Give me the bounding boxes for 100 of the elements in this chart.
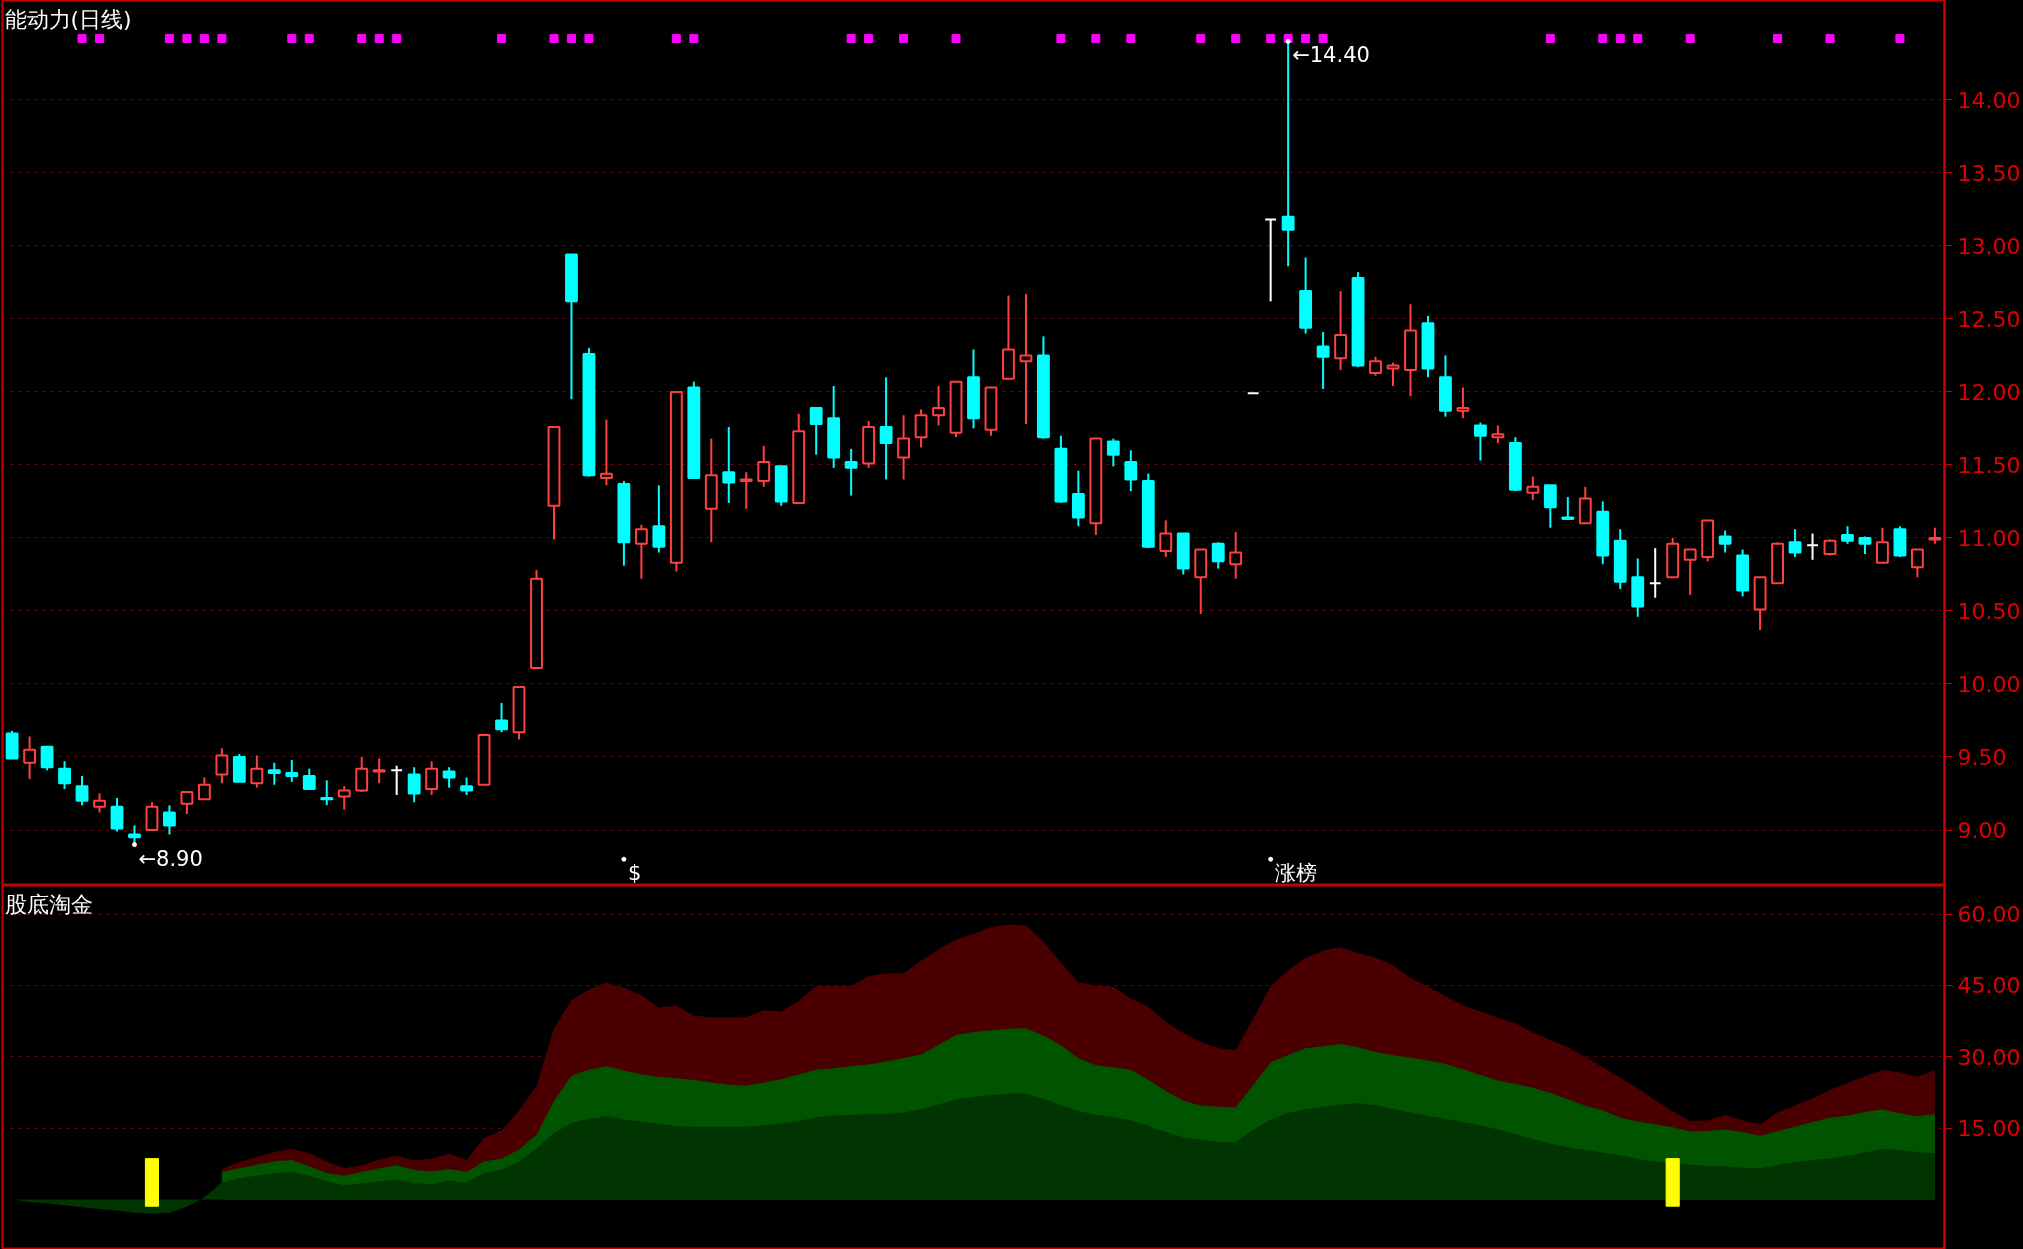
candlestick [1159, 519, 1173, 558]
point [1126, 33, 1136, 43]
data-label: $ [627, 861, 642, 886]
candlestick [652, 484, 666, 554]
candlestick [302, 767, 316, 791]
point [1545, 33, 1555, 43]
candlestick [128, 824, 141, 846]
y-tick-label: 13.50 [1957, 160, 2021, 186]
chart-title: 股底淘金 [4, 891, 93, 917]
point [1598, 33, 1608, 43]
point [95, 33, 105, 43]
candlestick [1683, 548, 1697, 596]
point [1633, 33, 1643, 43]
point [1196, 33, 1206, 43]
point [864, 33, 874, 43]
y-tick-label: 13.00 [1957, 233, 2021, 259]
point [1301, 33, 1311, 43]
point [1056, 33, 1066, 43]
candlestick [1386, 361, 1400, 388]
point [287, 33, 297, 43]
candlestick [197, 776, 211, 801]
point [1773, 33, 1783, 43]
point [671, 33, 681, 43]
y-tick-label: 12.50 [1957, 306, 2021, 332]
candlestick [495, 701, 508, 734]
point [1091, 33, 1101, 43]
point [584, 33, 594, 43]
y-tick-label: 10.50 [1957, 598, 2021, 624]
candlestick [600, 418, 613, 487]
candlestick [1473, 421, 1487, 462]
point [1825, 33, 1835, 43]
candlestick [1316, 331, 1330, 390]
candlestick [1543, 484, 1557, 529]
candlestick [1648, 547, 1662, 599]
candlestick [23, 735, 37, 780]
point [131, 842, 137, 848]
point [1318, 33, 1328, 43]
candlestick [1229, 531, 1243, 580]
candlestick [372, 757, 386, 785]
point [549, 33, 559, 43]
candlestick [757, 444, 771, 488]
candlestick [163, 804, 176, 836]
point [621, 856, 627, 862]
candlestick [267, 761, 281, 786]
candlestick [1526, 475, 1540, 501]
candlestick [180, 791, 194, 815]
candlestick [1124, 449, 1138, 493]
data-label: ←14.40 [1292, 43, 1370, 68]
candlestick [215, 747, 229, 785]
point [1615, 33, 1625, 43]
y-tick-label: 11.50 [1957, 452, 2021, 478]
point [374, 33, 384, 43]
point [1268, 856, 1274, 862]
candlestick [879, 376, 893, 481]
y-tick-label: 45.00 [1957, 973, 2021, 999]
candlestick [93, 792, 106, 814]
point [1266, 33, 1276, 43]
candlestick [425, 760, 439, 796]
candlestick [250, 754, 264, 789]
candlestick [1019, 293, 1033, 426]
point [164, 33, 174, 43]
candlestick [75, 774, 89, 807]
candlestick [442, 766, 456, 789]
candlestick [1334, 290, 1347, 371]
candlestick [739, 471, 753, 510]
candlestick [1806, 532, 1819, 561]
candlestick [914, 408, 928, 449]
point [217, 33, 227, 43]
y-tick-label: 15.00 [1957, 1116, 2021, 1142]
point [951, 33, 961, 43]
candlestick [337, 785, 351, 811]
point [689, 33, 699, 43]
candlestick [1456, 386, 1470, 420]
candlestick [1788, 528, 1802, 558]
point [392, 33, 402, 43]
candlestick [1211, 541, 1225, 570]
point [1685, 33, 1695, 43]
y-tick-label: 10.00 [1957, 671, 2021, 697]
candlestick [634, 523, 648, 580]
candlestick [809, 406, 823, 456]
data-label: ←8.90 [138, 846, 203, 871]
y-tick-label: 30.00 [1957, 1044, 2021, 1070]
point [899, 33, 909, 43]
point [846, 33, 856, 43]
y-tick-label: 9.50 [1957, 744, 2007, 770]
data-label: 涨榜 [1274, 861, 1317, 886]
point [357, 33, 367, 43]
candlestick [932, 385, 945, 427]
point [566, 33, 576, 43]
point [304, 33, 314, 43]
y-tick-label: 12.00 [1957, 379, 2021, 405]
candlestick [1561, 496, 1575, 520]
candlestick [320, 779, 334, 807]
point [1895, 33, 1905, 43]
candlestick [1369, 355, 1382, 377]
candlestick [110, 796, 124, 833]
candlestick [390, 764, 404, 796]
candlestick [58, 760, 71, 791]
candlestick [285, 758, 299, 783]
point [1285, 38, 1291, 44]
